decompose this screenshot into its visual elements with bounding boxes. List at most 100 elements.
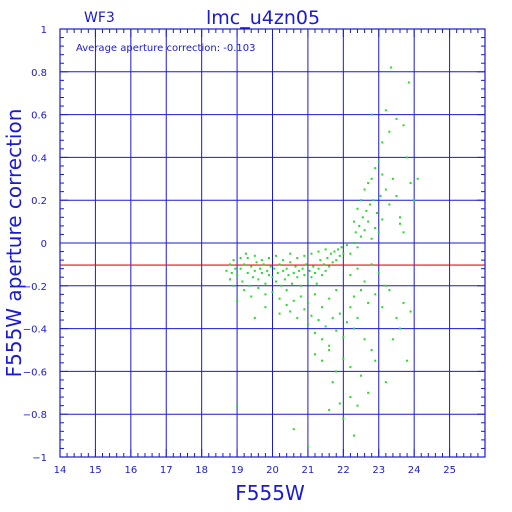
- data-point: [338, 402, 341, 405]
- data-point: [306, 301, 309, 304]
- data-point: [250, 295, 253, 298]
- data-point: [374, 293, 377, 296]
- data-point: [289, 261, 292, 264]
- data-point: [363, 338, 366, 341]
- data-point: [402, 231, 405, 234]
- data-point: [275, 280, 278, 283]
- data-point: [229, 263, 231, 266]
- data-point: [285, 289, 288, 292]
- data-point: [301, 267, 304, 270]
- data-point: [278, 297, 281, 300]
- data-point: [290, 282, 293, 285]
- data-point: [271, 276, 274, 279]
- data-point: [314, 353, 316, 356]
- data-point: [340, 246, 343, 249]
- data-point: [331, 316, 334, 319]
- data-point: [395, 316, 398, 319]
- data-point: [335, 370, 338, 373]
- data-point: [310, 276, 313, 279]
- data-point: [243, 289, 246, 292]
- data-point: [381, 306, 384, 309]
- data-point: [296, 316, 299, 319]
- data-point: [294, 265, 297, 268]
- data-point: [271, 291, 274, 294]
- data-point: [374, 227, 377, 230]
- data-point: [370, 177, 373, 180]
- data-point: [402, 124, 405, 127]
- data-point: [333, 250, 336, 253]
- data-point: [374, 359, 377, 362]
- data-point: [349, 252, 352, 255]
- data-point: [264, 282, 267, 285]
- data-point: [375, 212, 378, 215]
- data-point: [253, 316, 256, 319]
- data-point: [253, 254, 256, 257]
- data-point: [319, 259, 322, 262]
- data-point: [335, 289, 338, 292]
- data-point: [259, 267, 262, 270]
- data-point: [331, 261, 334, 264]
- data-point: [305, 263, 308, 266]
- data-point: [356, 207, 359, 210]
- data-point: [232, 284, 235, 287]
- data-point: [278, 263, 281, 266]
- y-tick-label: 0.8: [31, 68, 47, 79]
- data-point: [384, 109, 387, 112]
- data-point: [285, 304, 288, 307]
- data-point: [367, 301, 370, 304]
- data-point: [264, 293, 267, 296]
- x-tick-label: 14: [54, 465, 67, 476]
- data-point: [314, 271, 316, 274]
- data-point: [377, 231, 380, 234]
- data-point: [328, 265, 331, 268]
- x-tick-label: 25: [443, 465, 456, 476]
- data-point: [363, 229, 366, 232]
- data-point: [264, 306, 267, 309]
- data-point: [391, 177, 394, 180]
- x-tick-label: 19: [231, 465, 244, 476]
- data-point: [282, 269, 285, 272]
- data-point: [329, 252, 332, 255]
- data-point: [381, 218, 384, 221]
- data-point: [239, 267, 242, 270]
- x-tick-label: 17: [160, 465, 173, 476]
- data-point: [370, 113, 373, 116]
- data-point: [234, 267, 237, 270]
- data-point: [384, 381, 387, 384]
- data-point: [361, 216, 364, 219]
- y-tick-label: 0.4: [31, 153, 47, 164]
- data-point: [360, 289, 363, 292]
- data-point: [370, 263, 373, 266]
- data-point: [360, 199, 363, 202]
- data-point: [354, 231, 357, 234]
- data-point: [296, 256, 299, 259]
- data-point: [275, 254, 278, 257]
- data-point: [356, 316, 359, 319]
- data-point: [306, 280, 309, 283]
- data-point: [308, 269, 311, 272]
- data-point: [317, 250, 320, 253]
- data-point: [260, 259, 263, 262]
- data-point: [377, 271, 380, 274]
- data-point: [328, 349, 331, 351]
- data-point: [253, 269, 256, 272]
- data-point: [236, 274, 239, 277]
- data-point: [278, 312, 281, 315]
- data-point: [413, 199, 416, 202]
- data-point: [406, 156, 409, 159]
- data-point: [303, 254, 306, 257]
- data-point: [321, 274, 324, 277]
- data-point: [345, 321, 348, 324]
- data-point: [349, 396, 352, 399]
- data-point: [342, 357, 345, 360]
- data-point: [388, 203, 391, 206]
- chart-subtitle: WF3: [84, 10, 115, 26]
- data-point: [314, 331, 316, 334]
- data-point: [321, 359, 324, 362]
- data-point: [349, 274, 352, 277]
- data-point: [377, 160, 380, 163]
- data-point: [372, 199, 375, 202]
- data-point: [322, 263, 325, 266]
- x-axis-title: F555W: [235, 481, 305, 505]
